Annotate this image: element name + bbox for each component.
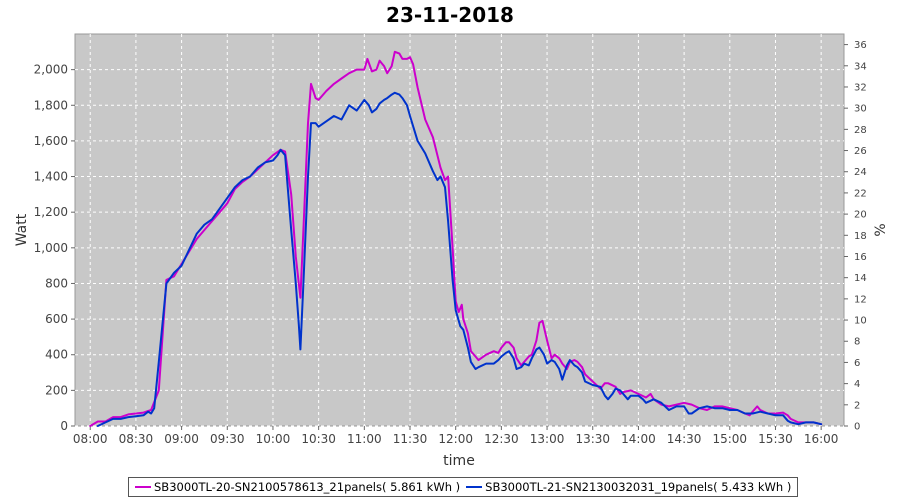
y2-tick-label: 14: [854, 273, 867, 284]
y2-tick-label: 12: [854, 294, 867, 305]
x-tick-label: 11:30: [393, 432, 428, 446]
y2-axis-label: %: [873, 223, 889, 236]
legend-label: SB3000TL-20-SN2100578613_21panels( 5.861…: [154, 480, 461, 494]
x-tick-label: 12:00: [438, 432, 473, 446]
y-axis-label: Watt: [14, 213, 30, 246]
y2-tick-label: 2: [854, 400, 860, 411]
x-axis-label: time: [443, 453, 475, 469]
y-tick-label: 1,600: [34, 134, 68, 148]
y-tick-label: 400: [45, 348, 68, 362]
y-tick-label: 1,000: [34, 241, 68, 255]
x-tick-label: 12:30: [484, 432, 519, 446]
y2-tick-label: 20: [854, 210, 867, 221]
legend-swatch-magenta: [135, 486, 151, 488]
y2-tick-label: 22: [854, 188, 867, 199]
x-tick-label: 09:30: [210, 432, 245, 446]
x-tick-label: 15:30: [758, 432, 793, 446]
y-tick-label: 200: [45, 383, 68, 397]
x-tick-label: 08:00: [73, 432, 108, 446]
y2-tick-label: 0: [854, 422, 860, 433]
legend-item-sb3000tl-20: SB3000TL-20-SN2100578613_21panels( 5.861…: [135, 480, 460, 494]
chart-legend: SB3000TL-20-SN2100578613_21panels( 5.861…: [128, 477, 799, 497]
x-tick-label: 14:30: [667, 432, 702, 446]
series-line-2: [96, 91, 823, 427]
y-tick-label: 800: [45, 276, 68, 290]
y2-tick-label: 36: [854, 40, 867, 51]
grid-lines: [75, 34, 844, 427]
y-tick-label: 1,800: [34, 98, 68, 112]
x-tick-label: 16:00: [804, 432, 839, 446]
y2-tick-label: 30: [854, 104, 867, 115]
y2-tick-label: 4: [854, 379, 860, 390]
y-tick-label: 600: [45, 312, 68, 326]
y2-tick-label: 18: [854, 231, 867, 242]
series-lines: [89, 50, 823, 427]
legend-item-sb3000tl-21: SB3000TL-21-SN2130032031_19panels( 5.433…: [466, 480, 791, 494]
y2-tick-label: 24: [854, 167, 867, 178]
x-tick-label: 13:00: [530, 432, 565, 446]
y2-tick-label: 26: [854, 146, 867, 157]
x-tick-label: 11:00: [347, 432, 382, 446]
y-tick-label: 1,200: [34, 205, 68, 219]
plot-area: [74, 33, 845, 427]
legend-swatch-blue: [466, 486, 483, 488]
y2-tick-label: 6: [854, 358, 860, 369]
x-tick-label: 15:00: [712, 432, 747, 446]
y2-tick-label: 16: [854, 252, 867, 263]
legend-label: SB3000TL-21-SN2130032031_19panels( 5.433…: [485, 480, 792, 494]
x-tick-label: 08:30: [119, 432, 154, 446]
y2-tick-label: 10: [854, 316, 867, 327]
y-tick-label: 0: [60, 419, 68, 433]
axis-ticks: 08:00 08:30 09:00 09:30 10:00 10:30 11:00 11:30…: [34, 40, 867, 446]
chart-title: 23-11-2018: [386, 3, 514, 27]
y2-tick-label: 32: [854, 82, 867, 93]
x-tick-label: 13:30: [575, 432, 610, 446]
y2-tick-label: 8: [854, 337, 860, 348]
x-tick-label: 10:00: [256, 432, 291, 446]
y2-tick-label: 28: [854, 125, 867, 136]
y2-tick-label: 34: [854, 61, 867, 72]
y-tick-label: 1,400: [34, 170, 68, 184]
x-tick-label: 10:30: [301, 432, 336, 446]
x-tick-label: 09:00: [164, 432, 199, 446]
x-tick-label: 14:00: [621, 432, 656, 446]
y-tick-label: 2,000: [34, 63, 68, 77]
